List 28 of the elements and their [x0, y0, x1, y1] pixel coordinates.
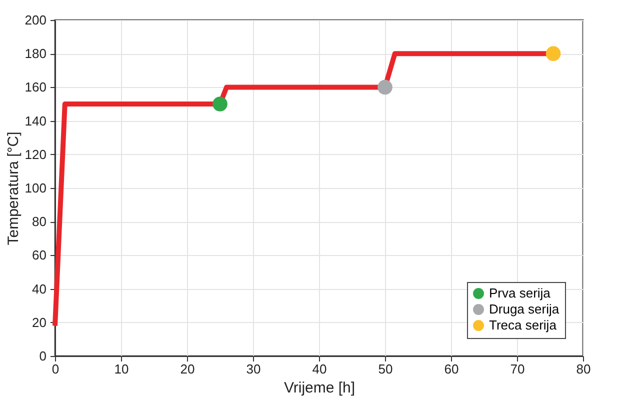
point [212, 96, 228, 112]
x-tick-label: 30 [246, 362, 261, 376]
x-tick-label: 10 [114, 362, 129, 376]
y-axis-title: Temperatura [°C] [4, 132, 22, 246]
y-tick-label: 40 [32, 281, 46, 296]
legend-label: Treca serija [489, 318, 558, 332]
legend-label: Prva serija [489, 286, 552, 300]
y-tick-label: 160 [24, 80, 46, 95]
x-tick-label: 70 [510, 362, 525, 376]
point [378, 80, 392, 95]
point [546, 46, 561, 61]
y-tick-label: 0 [39, 348, 46, 364]
x-tick-label: 60 [444, 362, 459, 376]
x-tick-label: 0 [52, 362, 60, 376]
y-tick-label: 20 [32, 314, 46, 330]
y-tick-label: 80 [32, 214, 46, 230]
y-tick-label: 140 [24, 113, 46, 128]
x-tick-label: 20 [180, 362, 195, 376]
x-axis-title: Vrijeme [h] [284, 380, 356, 396]
y-tick-label: 200 [24, 12, 46, 28]
y-tick-label: 60 [32, 248, 46, 263]
y-tick-label: 180 [24, 46, 46, 62]
x-tick-label: 80 [576, 362, 591, 376]
legend-label: Druga serija [489, 302, 560, 316]
y-tick-label: 120 [24, 146, 46, 162]
x-tick-label: 50 [378, 362, 393, 376]
y-tick-label: 100 [24, 180, 46, 196]
x-tick-label: 40 [312, 362, 327, 376]
